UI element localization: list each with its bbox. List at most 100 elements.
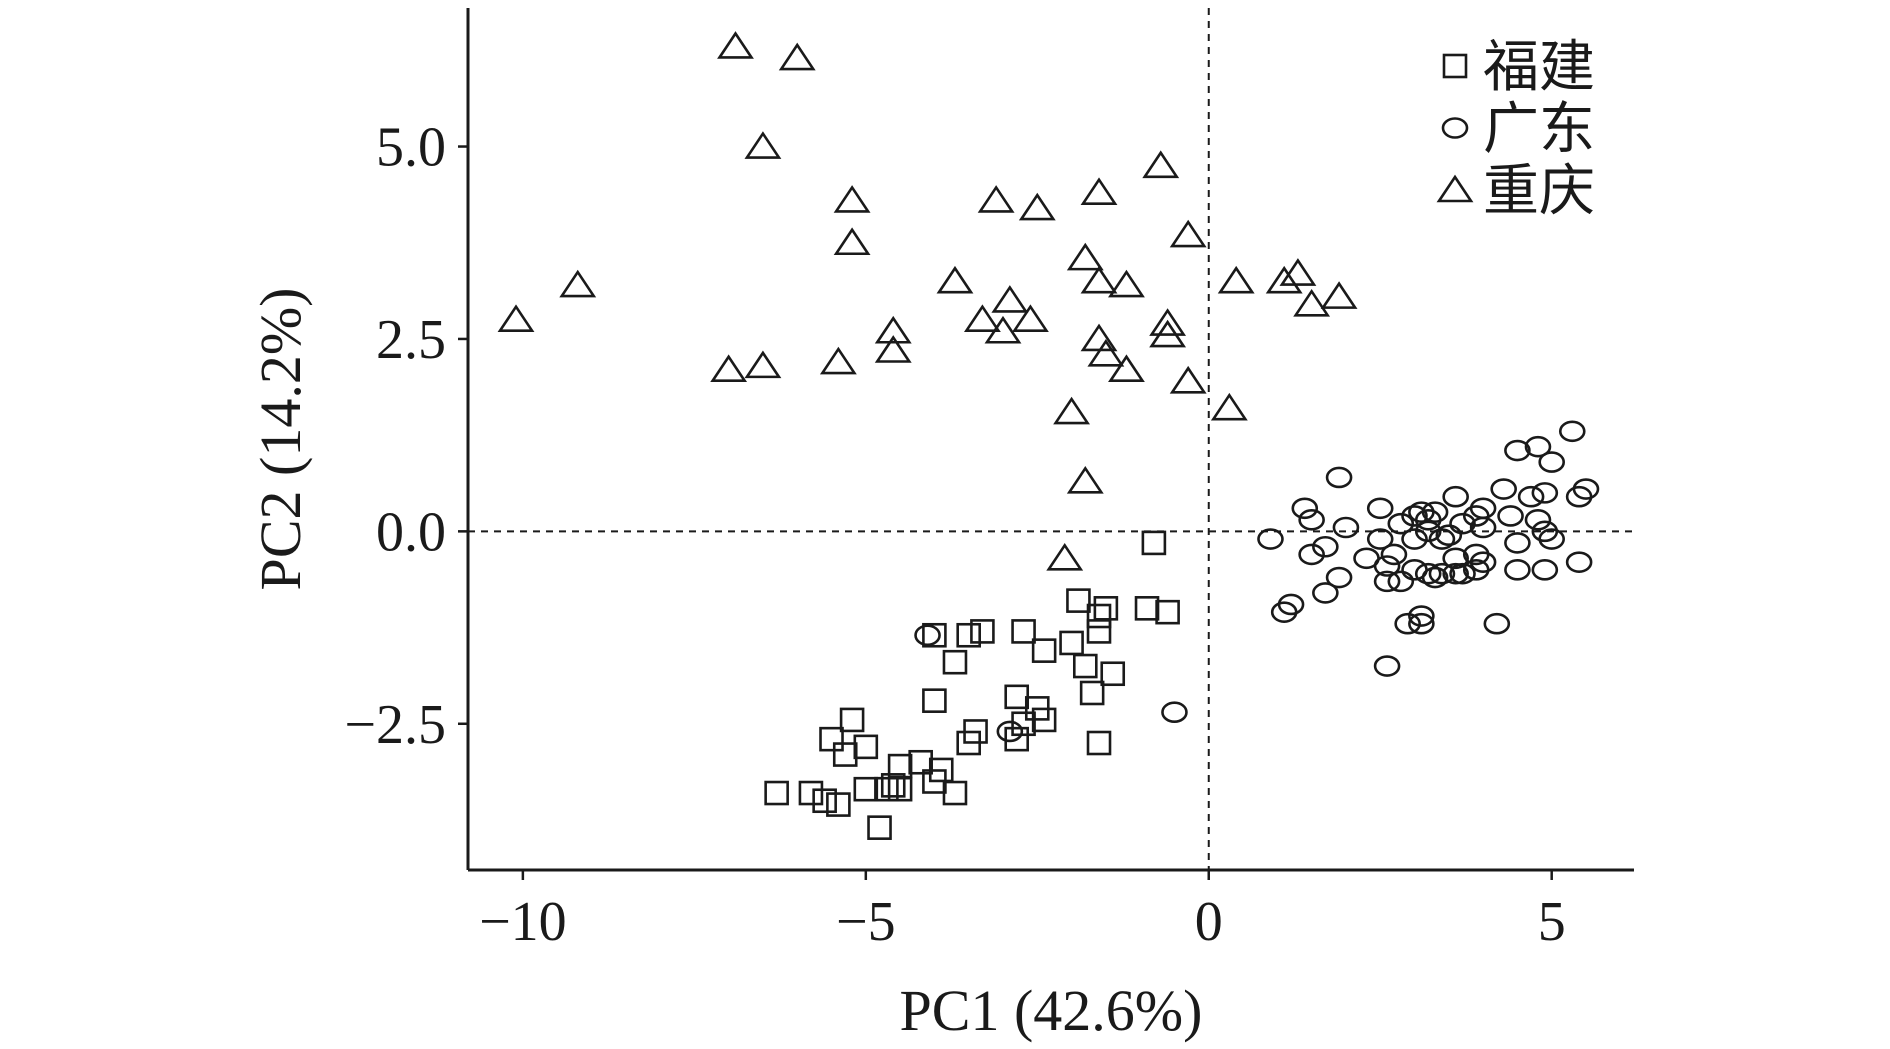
circle-point (1387, 570, 1415, 593)
square-point (1155, 599, 1180, 625)
square-point (922, 688, 947, 713)
circle-point (1401, 528, 1428, 550)
triangle-point (1080, 177, 1118, 206)
circle-point (1380, 543, 1408, 566)
circle-point (1298, 543, 1325, 566)
square-point (1093, 596, 1119, 621)
square-point (1134, 596, 1160, 621)
triangle-point (984, 315, 1022, 344)
square-point (1011, 619, 1036, 644)
legend-label: 福建 (1483, 35, 1595, 100)
triangle-point (1293, 288, 1331, 317)
circle-point (1428, 528, 1456, 550)
circle-point (1325, 466, 1353, 489)
series-square (764, 530, 1180, 840)
triangle-point (1108, 354, 1145, 383)
square-point (867, 815, 892, 840)
circle-point (1312, 535, 1339, 558)
circle-point (1504, 532, 1531, 554)
circle-point (1161, 701, 1188, 724)
axes (466, 8, 1634, 872)
triangle-point (1265, 265, 1303, 294)
triangle-point (1169, 365, 1207, 394)
circle-point (1366, 528, 1394, 550)
triangle-point (977, 185, 1015, 213)
legend-triangle-marker (1436, 174, 1474, 203)
axis-ticks: −10 −5 0 5 −2.5 0.0 2.5 5.0 (344, 117, 1565, 953)
square-point (798, 780, 824, 806)
series-circle (914, 420, 1600, 743)
circle-point (1462, 559, 1490, 581)
triangle-point (1066, 465, 1104, 494)
circle-point (1298, 509, 1325, 531)
square-point (826, 792, 851, 817)
square-point (812, 788, 837, 814)
circle-point (1312, 582, 1339, 604)
circle-point (1469, 516, 1497, 539)
y-tick-label: 5.0 (376, 117, 446, 179)
square-point (1031, 707, 1057, 733)
triangle-point (1149, 319, 1187, 348)
circle-point (1435, 524, 1463, 547)
triangle-point (1046, 542, 1084, 571)
triangle-point (874, 335, 912, 363)
legend-square-marker (1442, 53, 1468, 79)
triangle-point (1066, 242, 1104, 271)
triangle-point (1149, 308, 1187, 336)
triangle-point (1142, 150, 1180, 179)
circle-point (1373, 655, 1401, 677)
y-tick-label: 2.5 (376, 309, 446, 371)
circle-point (1414, 562, 1442, 585)
circle-point (1428, 562, 1456, 585)
circle-point (1442, 485, 1469, 508)
x-tick-label: 5 (1538, 891, 1566, 953)
triangle-point (778, 42, 816, 71)
triangle-point (1279, 258, 1317, 286)
square-point (942, 649, 968, 675)
y-axis-title: PC2 (14.2%) (248, 288, 313, 591)
triangle-point (744, 131, 782, 159)
triangle-point (1011, 304, 1049, 333)
circle-point (1414, 520, 1442, 543)
circle-point (1401, 505, 1428, 527)
circle-point (1538, 528, 1565, 550)
circle-point (1531, 482, 1559, 504)
square-point (819, 726, 844, 752)
circle-point (1462, 505, 1490, 527)
triangle-point (1320, 281, 1358, 309)
x-axis-title: PC1 (42.6%) (900, 978, 1203, 1043)
square-point (853, 776, 879, 802)
circle-point (1517, 485, 1545, 508)
circle-point (1387, 512, 1415, 535)
circle-point (1325, 566, 1353, 589)
square-point (922, 622, 947, 648)
square-point (1004, 684, 1030, 710)
triangle-point (833, 227, 871, 256)
square-point (1031, 638, 1057, 663)
circle-point (1408, 612, 1435, 635)
triangle-point (559, 269, 597, 298)
triangle-point (833, 185, 871, 213)
x-tick-label: −5 (836, 891, 896, 953)
square-point (908, 749, 933, 775)
circle-point (1332, 516, 1360, 539)
square-point (1141, 530, 1167, 556)
square-point (839, 707, 865, 733)
square-point (970, 619, 995, 644)
circle-point (1442, 562, 1469, 585)
circle-point (1449, 512, 1476, 535)
circle-point (1414, 509, 1442, 531)
legend-label: 广东 (1483, 97, 1595, 162)
circle-point (1366, 497, 1394, 520)
circle-point (1394, 612, 1421, 635)
square-point (1100, 661, 1126, 687)
circle-point (1497, 505, 1524, 527)
plot-area (468, 8, 1634, 870)
square-point (1072, 653, 1098, 679)
circle-point (1565, 485, 1593, 508)
triangle-point (1018, 192, 1056, 221)
circle-point (1270, 601, 1298, 623)
triangle-point (1080, 265, 1118, 294)
square-point (764, 780, 789, 806)
